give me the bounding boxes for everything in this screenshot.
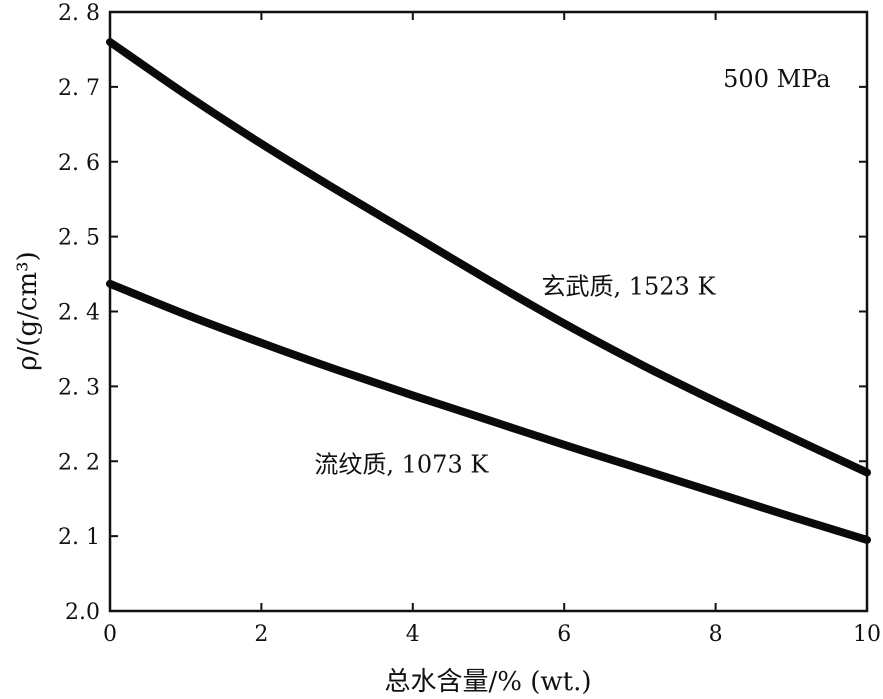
x-tick-labels: 0 2 4 6 8 10	[103, 622, 881, 647]
y-tick-label: 2.0	[65, 600, 100, 625]
annotation-0: 500 MPa	[723, 65, 830, 93]
y-tick-label: 2. 8	[58, 1, 100, 26]
y-tick-label: 2. 1	[58, 525, 100, 550]
plot-frame	[108, 10, 869, 613]
y-tick-label: 2. 7	[58, 76, 100, 101]
annotation-2: 流纹质, 1073 K	[314, 450, 489, 478]
series-lines	[106, 38, 871, 544]
y-tick-label: 2. 6	[58, 151, 100, 176]
annotation-1: 玄武质, 1523 K	[541, 272, 716, 300]
x-tick-label: 8	[709, 622, 723, 647]
tick-marks	[109, 11, 868, 612]
y-tick-label: 2. 5	[58, 226, 100, 251]
y-tick-labels: 2.0 2. 1 2. 2 2. 3 2. 4 2. 5 2. 6 2. 7 2. 8	[58, 1, 100, 625]
y-tick-label: 2. 2	[58, 450, 100, 475]
x-tick-label: 6	[557, 622, 571, 647]
x-tick-label: 0	[103, 622, 117, 647]
x-tick-label: 4	[406, 622, 420, 647]
x-tick-label: 2	[254, 622, 268, 647]
x-tick-label: 10	[853, 622, 881, 647]
series-line-0	[106, 38, 871, 477]
y-tick-label: 2. 4	[58, 301, 100, 326]
y-tick-label: 2. 3	[58, 375, 100, 400]
annotations: 500 MPa 玄武质, 1523 K 流纹质, 1073 K	[314, 65, 830, 479]
x-axis-label: 总水含量/% (wt.)	[385, 667, 592, 697]
y-axis-label: ρ/(g/cm³)	[13, 251, 43, 370]
series-line-1	[106, 279, 871, 544]
